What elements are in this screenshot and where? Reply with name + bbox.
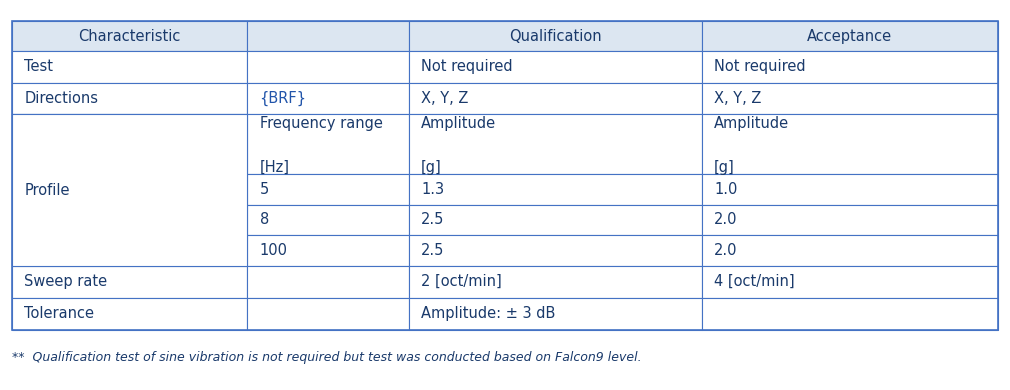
Bar — [12, 266, 247, 298]
Text: X, Y, Z: X, Y, Z — [421, 91, 469, 106]
Text: 2 [oct/min]: 2 [oct/min] — [421, 274, 502, 289]
Text: 1.0: 1.0 — [714, 182, 737, 197]
Bar — [247, 235, 409, 266]
Bar — [702, 205, 998, 235]
Text: {BRF}: {BRF} — [260, 91, 307, 106]
Text: Amplitude

[g]: Amplitude [g] — [421, 117, 496, 175]
Bar — [247, 51, 409, 83]
Bar — [409, 83, 702, 115]
Text: Sweep rate: Sweep rate — [24, 274, 107, 289]
Text: 4 [oct/min]: 4 [oct/min] — [714, 274, 795, 289]
Bar — [409, 205, 702, 235]
Bar — [12, 205, 247, 235]
Bar — [409, 174, 702, 205]
Text: 2.5: 2.5 — [421, 243, 444, 258]
Bar — [702, 266, 998, 298]
Bar — [409, 266, 702, 298]
Text: Qualification: Qualification — [509, 28, 602, 44]
Text: Characteristic: Characteristic — [79, 28, 181, 44]
Text: 2.0: 2.0 — [714, 213, 737, 227]
Bar — [702, 298, 998, 330]
Bar — [12, 115, 247, 266]
Text: 2.5: 2.5 — [421, 213, 444, 227]
Text: Test: Test — [24, 59, 54, 74]
Bar — [702, 115, 998, 174]
Bar — [12, 174, 247, 205]
Bar — [12, 21, 247, 51]
Bar — [12, 83, 247, 115]
Text: 1.3: 1.3 — [421, 182, 444, 197]
Bar — [12, 298, 247, 330]
Bar — [409, 21, 702, 51]
Text: Not required: Not required — [714, 59, 806, 74]
Bar — [409, 115, 702, 174]
Bar — [247, 266, 409, 298]
Bar — [702, 174, 998, 205]
Text: X, Y, Z: X, Y, Z — [714, 91, 762, 106]
Bar — [247, 174, 409, 205]
Bar — [247, 115, 409, 174]
Bar — [247, 205, 409, 235]
Text: **  Qualification test of sine vibration is not required but test was conducted : ** Qualification test of sine vibration … — [12, 351, 641, 364]
Text: Acceptance: Acceptance — [807, 28, 893, 44]
Bar — [409, 235, 702, 266]
Text: Frequency range

[Hz]: Frequency range [Hz] — [260, 117, 383, 175]
Bar — [12, 21, 998, 330]
Bar — [409, 51, 702, 83]
Text: Amplitude: ± 3 dB: Amplitude: ± 3 dB — [421, 306, 556, 321]
Bar — [409, 298, 702, 330]
Bar — [247, 298, 409, 330]
Text: Amplitude

[g]: Amplitude [g] — [714, 117, 789, 175]
Text: 5: 5 — [260, 182, 269, 197]
Bar — [702, 235, 998, 266]
Text: 2.0: 2.0 — [714, 243, 737, 258]
Text: Directions: Directions — [24, 91, 98, 106]
Bar — [12, 51, 247, 83]
Text: Profile: Profile — [24, 183, 70, 198]
Bar — [12, 115, 247, 174]
Text: 100: 100 — [260, 243, 288, 258]
Text: Tolerance: Tolerance — [24, 306, 94, 321]
Bar — [702, 21, 998, 51]
Bar — [12, 235, 247, 266]
Bar — [702, 51, 998, 83]
Bar — [247, 21, 409, 51]
Bar — [702, 83, 998, 115]
Text: 8: 8 — [260, 213, 269, 227]
Bar — [247, 83, 409, 115]
Text: Not required: Not required — [421, 59, 513, 74]
